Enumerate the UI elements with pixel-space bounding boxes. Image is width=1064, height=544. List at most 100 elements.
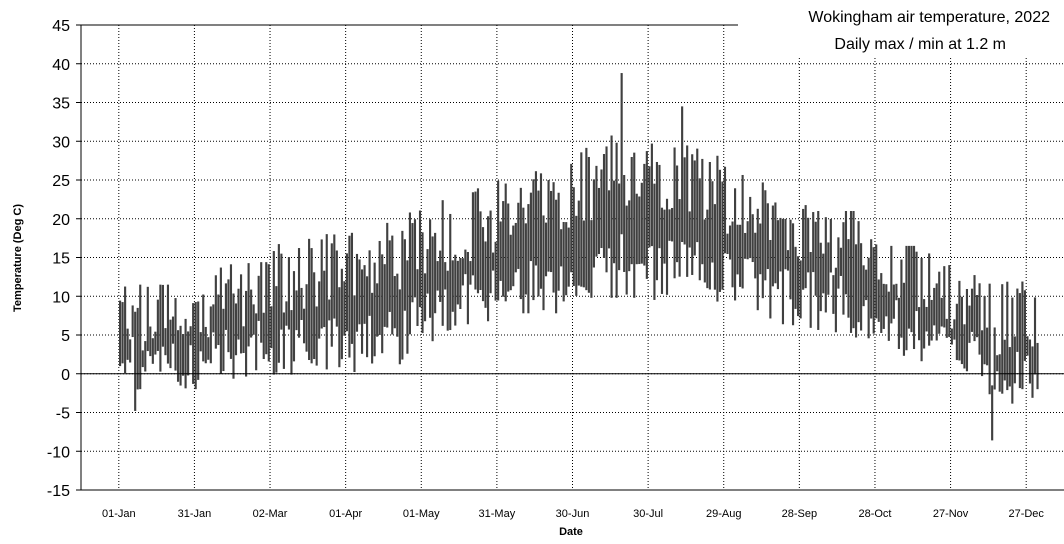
- daily-range-bar: [544, 222, 548, 277]
- daily-range-bar: [391, 235, 394, 335]
- daily-range-bar: [948, 265, 951, 338]
- daily-range-bar: [953, 319, 956, 340]
- daily-range-bar: [481, 227, 485, 302]
- daily-range-bar: [184, 318, 187, 389]
- daily-range-bar: [239, 274, 243, 354]
- daily-range-bar: [907, 245, 911, 329]
- daily-range-bar: [146, 286, 149, 352]
- daily-range-bar: [174, 298, 177, 371]
- daily-range-bar: [451, 260, 454, 312]
- daily-range-bar: [975, 295, 979, 338]
- daily-range-bar: [562, 222, 565, 302]
- daily-range-bar: [423, 273, 427, 322]
- daily-range-bar: [171, 316, 175, 344]
- daily-range-bar: [635, 193, 638, 265]
- daily-range-bar: [295, 290, 298, 331]
- x-tick-label: 31-Jan: [178, 508, 212, 520]
- daily-range-bar: [1036, 342, 1039, 390]
- daily-range-bar: [837, 237, 840, 289]
- daily-range-bar: [938, 271, 941, 334]
- daily-range-bar: [895, 283, 898, 301]
- daily-range-bar: [915, 251, 918, 312]
- y-tick-label: 0: [61, 367, 70, 384]
- daily-range-bar: [396, 273, 399, 337]
- daily-range-bar: [149, 326, 152, 357]
- daily-range-bar: [592, 179, 595, 268]
- daily-range-bar: [1021, 281, 1024, 390]
- daily-range-bar: [933, 287, 936, 326]
- daily-range-bar: [824, 217, 827, 313]
- y-tick-label: 25: [52, 173, 70, 190]
- daily-range-bar: [176, 330, 180, 382]
- daily-range-bar: [628, 200, 631, 272]
- x-axis-label: Date: [559, 526, 583, 538]
- daily-range-bar: [270, 306, 273, 349]
- daily-range-bar: [918, 307, 921, 341]
- daily-range-bar: [358, 259, 361, 325]
- daily-range-bar: [958, 280, 961, 361]
- daily-range-bar: [1003, 339, 1006, 381]
- daily-range-bar: [285, 301, 288, 326]
- daily-range-bar: [471, 192, 475, 276]
- daily-range-bar: [386, 222, 389, 328]
- daily-range-bar: [355, 253, 359, 332]
- daily-range-bar: [154, 331, 157, 355]
- daily-range-bar: [789, 219, 792, 300]
- daily-range-bar: [144, 341, 147, 372]
- daily-range-bar: [570, 163, 573, 273]
- daily-range-bar: [466, 252, 469, 325]
- daily-range-bar: [771, 205, 774, 287]
- daily-range-bar: [169, 319, 172, 369]
- daily-range-bar: [232, 293, 235, 379]
- daily-range-bar: [905, 245, 908, 351]
- daily-range-bar: [620, 73, 623, 235]
- daily-range-bar: [721, 181, 724, 290]
- x-tick-label: 27-Nov: [933, 508, 969, 520]
- daily-range-bar: [345, 253, 348, 332]
- daily-range-bar: [290, 310, 293, 375]
- daily-range-bar: [590, 220, 593, 298]
- daily-range-bar: [998, 354, 1001, 392]
- daily-range-bar: [701, 158, 704, 265]
- daily-range-bar: [681, 106, 684, 243]
- daily-range-bar: [199, 332, 202, 352]
- x-tick-labels: 01-Jan 31-Jan 02-Mar 01-Apr 01-May 31-May 30-J…: [102, 508, 1044, 520]
- daily-range-bar: [318, 281, 321, 339]
- daily-range-bar: [156, 299, 159, 351]
- chart-subtitle: Daily max / min at 1.2 m: [834, 36, 1006, 53]
- daily-range-bar: [670, 207, 674, 242]
- daily-range-bar: [1011, 297, 1014, 404]
- daily-range-bar: [378, 240, 381, 335]
- daily-range-bar: [923, 299, 926, 349]
- daily-range-bar: [580, 152, 583, 287]
- daily-range-bar: [1033, 297, 1037, 375]
- daily-range-bar: [615, 142, 618, 298]
- daily-range-bar: [444, 262, 447, 290]
- daily-range-bar: [1023, 290, 1026, 361]
- daily-range-bar: [887, 291, 890, 341]
- daily-range-bar: [802, 208, 805, 290]
- daily-range-bar: [963, 324, 966, 369]
- daily-range-bar: [439, 250, 442, 302]
- daily-range-bar: [993, 327, 996, 390]
- daily-range-bar: [920, 257, 923, 362]
- daily-range-bar: [217, 294, 220, 346]
- daily-range-bar: [691, 154, 694, 275]
- daily-range-bar: [991, 385, 994, 441]
- daily-range-bar: [250, 289, 253, 338]
- daily-range-bar: [605, 146, 608, 273]
- daily-range-bar: [330, 243, 333, 347]
- daily-range-bar: [449, 213, 452, 331]
- daily-range-bar: [663, 209, 666, 264]
- x-tick-label: 01-Apr: [329, 508, 362, 520]
- daily-range-bar: [638, 196, 641, 265]
- daily-range-bar: [1028, 339, 1032, 384]
- daily-range-bar: [328, 299, 331, 321]
- daily-range-bar: [464, 249, 467, 275]
- y-tick-label: 20: [52, 212, 70, 229]
- y-tick-label: 40: [52, 57, 70, 74]
- daily-range-bar: [812, 212, 815, 273]
- daily-range-bar: [192, 303, 195, 384]
- daily-range-bar: [673, 147, 676, 279]
